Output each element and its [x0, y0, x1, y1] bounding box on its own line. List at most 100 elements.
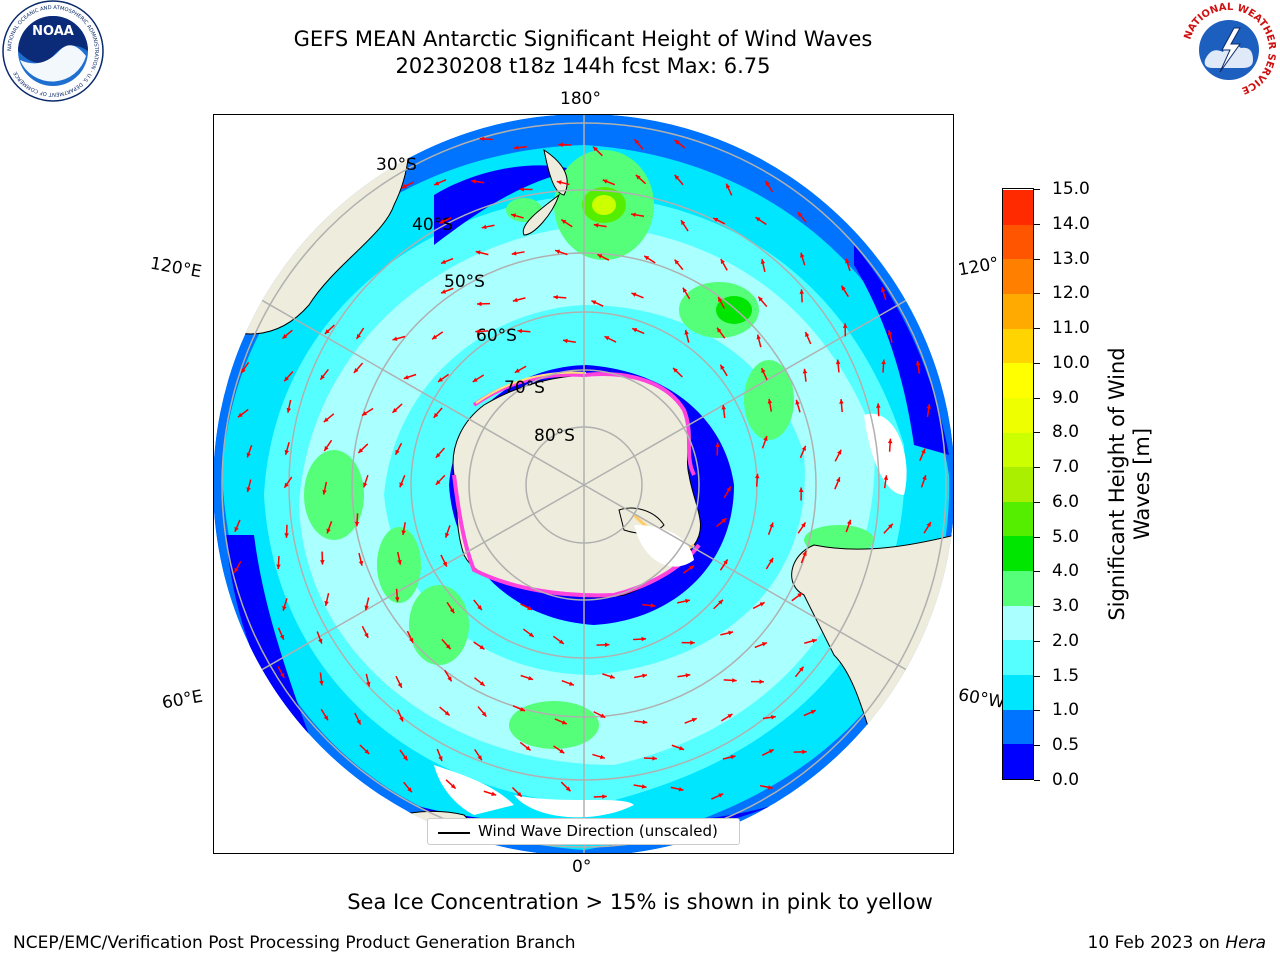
wave-direction-arrowhead: [876, 403, 881, 408]
wave-direction-arrowhead: [353, 367, 359, 373]
wave-direction-arrowhead: [922, 475, 927, 481]
wave-direction-arrowhead: [604, 642, 610, 648]
wave-direction-arrowhead: [674, 174, 680, 180]
colorbar-bin: [1003, 570, 1033, 606]
colorbar-tick-label: 0.0: [1052, 770, 1080, 790]
footer-date: 10 Feb 2023 on Hera: [1088, 933, 1266, 953]
wave-direction-arrowhead: [634, 139, 640, 145]
wave-direction-arrowhead: [802, 550, 807, 556]
wave-direction-arrowhead: [519, 187, 525, 192]
colorbar-tick-mark: [1034, 675, 1040, 677]
colorbar-tick-mark: [1034, 467, 1040, 469]
wave-direction-arrowhead: [324, 601, 329, 606]
colorbar-bin: [1003, 224, 1033, 260]
colorbar-tick-label: 2.0: [1052, 630, 1080, 651]
colorbar-bin: [1003, 293, 1033, 329]
wave-direction-arrowhead: [641, 784, 647, 789]
colorbar-title-line2: Waves [m]: [1130, 427, 1154, 541]
wave-direction-arrowhead: [690, 640, 695, 645]
legend-label: Wind Wave Direction (unscaled): [478, 822, 718, 840]
wave-direction-arrowhead: [718, 793, 724, 798]
wave-direction-arrowhead: [797, 592, 803, 598]
wave-direction-arrowhead: [767, 398, 773, 404]
legend-line-swatch: [438, 832, 470, 834]
wave-direction-arrowhead: [561, 219, 567, 225]
wave-direction-arrowhead: [802, 749, 807, 755]
wave-direction-arrowhead: [528, 675, 534, 681]
wave-direction-arrowhead: [632, 328, 638, 333]
wave-direction-arrowhead: [527, 605, 533, 610]
wave-direction-arrowhead: [528, 632, 534, 637]
colorbar-tick-mark: [1034, 571, 1040, 573]
wave-direction-arrowhead: [723, 559, 728, 565]
wave-direction-arrowhead: [720, 364, 725, 370]
noaa-logo: NATIONAL OCEANIC AND ATMOSPHERIC ADMINIS…: [2, 0, 104, 102]
colorbar-bin: [1003, 397, 1033, 433]
wave-direction-arrowhead: [759, 602, 765, 607]
wave-direction-arrowhead: [324, 445, 329, 451]
wave-direction-arrowhead: [811, 638, 817, 644]
wave-direction-arrowhead: [801, 522, 806, 528]
wave-direction-arrowhead: [887, 330, 893, 336]
wave-direction-arrowhead: [555, 249, 561, 254]
colorbar-tick-label: 15.0: [1052, 179, 1090, 199]
wave-direction-arrowhead: [358, 448, 364, 453]
colorbar-title-line1: Significant Height of Wind: [1105, 347, 1129, 621]
wave-direction-arrowhead: [323, 715, 329, 721]
wave-direction-arrowhead: [642, 719, 648, 725]
wave-direction-arrowhead: [432, 334, 438, 340]
wave-direction-arrowhead: [513, 145, 519, 150]
wave-direction-arrowhead: [444, 710, 450, 716]
new-zealand-south-land: [522, 193, 561, 236]
wave-direction-arrowhead: [761, 368, 766, 374]
lon-label-180: 180°: [560, 89, 601, 109]
noaa-logo-text: NOAA: [32, 24, 74, 39]
wave-direction-arrowhead: [481, 224, 487, 230]
wave-direction-arrowhead: [915, 360, 921, 366]
wave-direction-arrowhead: [678, 786, 684, 792]
lat-label-40s: 40°S: [412, 215, 453, 235]
wave-direction-arrowhead: [602, 179, 608, 184]
wave-direction-arrowhead: [810, 709, 816, 715]
colorbar-tick-mark: [1034, 328, 1040, 330]
colorbar-tick-mark: [1034, 710, 1040, 712]
wave-direction-arrowhead: [477, 605, 482, 611]
wave-direction-arrowhead: [444, 532, 450, 538]
wave-direction-arrowhead: [685, 598, 690, 604]
wave-direction-arrowhead: [721, 518, 727, 523]
colorbar-tick-label: 4.0: [1052, 561, 1080, 582]
wave-direction-arrowhead: [684, 329, 689, 335]
colorbar-tick-label: 12.0: [1052, 283, 1090, 304]
footer-branch: NCEP/EMC/Verification Post Processing Pr…: [13, 933, 576, 953]
lon-label-120e: 120°E: [148, 253, 204, 283]
colorbar-bin: [1003, 362, 1033, 398]
colorbar-tick-mark: [1034, 606, 1040, 608]
wave-direction-arrowhead: [837, 449, 842, 455]
wave-direction-arrowhead: [356, 333, 361, 339]
wave-direction-arrowhead: [439, 219, 445, 224]
colorbar-tick-label: 1.0: [1052, 700, 1080, 721]
wave-direction-arrowhead: [395, 449, 400, 455]
wave-direction-arrowhead: [449, 608, 455, 614]
wave-direction-arrowhead: [805, 331, 810, 337]
colorbar-bin: [1003, 535, 1033, 572]
wave-direction-arrowhead: [284, 449, 289, 455]
wave-direction-arrowhead: [399, 482, 404, 488]
colorbar-tick-label: 5.0: [1052, 526, 1080, 547]
wave-direction-arrowhead: [397, 559, 402, 565]
colorbar-bin: [1003, 258, 1033, 294]
wave-direction-arrowhead: [363, 482, 368, 488]
wave-direction-arrowhead: [730, 754, 736, 760]
wave-direction-arrowhead: [364, 605, 369, 611]
wave-direction-arrowhead: [602, 794, 607, 799]
colorbar-bin: [1003, 674, 1033, 710]
colorbar-bin: [1003, 501, 1033, 537]
wave-direction-arrowhead: [768, 557, 774, 563]
wave-direction-arrowhead: [324, 329, 330, 334]
wave-direction-arrowhead: [926, 404, 931, 409]
polar-map: 30°S 40°S 50°S 60°S 70°S 80°S: [213, 114, 954, 854]
wave-direction-arrowhead: [479, 681, 485, 686]
wave-direction-arrowhead: [438, 756, 443, 762]
wave-direction-arrowhead: [798, 666, 804, 672]
wave-direction-arrowhead: [559, 748, 565, 754]
